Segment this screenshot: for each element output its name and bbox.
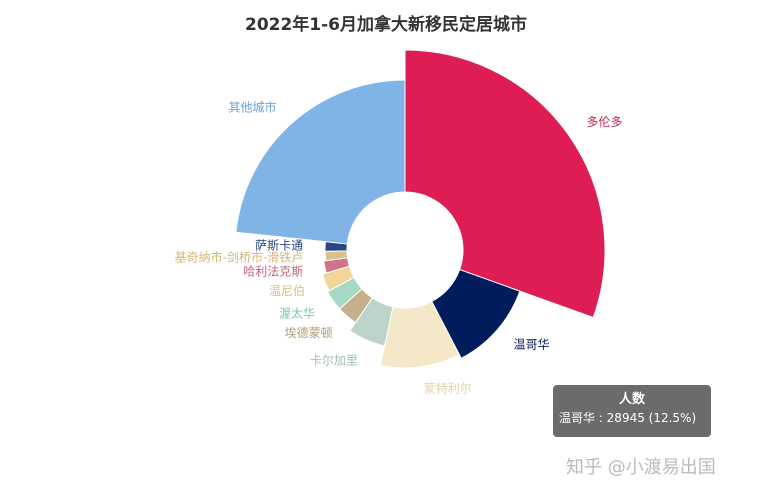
slice-label: 渥太华 [279,305,315,320]
slice-label: 温哥华 [513,338,549,352]
pie-slice[interactable] [235,79,406,245]
watermark: 知乎 @小渡易出国 [566,457,716,478]
slice-label: 温尼伯 [269,283,305,298]
slice-label: 多伦多 [587,114,623,129]
tooltip: 人数 温哥华 : 28945 (12.5%) [553,385,711,437]
pie-slice[interactable] [404,49,606,319]
tooltip-body: 温哥华 : 28945 (12.5%) [559,411,697,425]
pie-slice[interactable] [379,300,461,369]
slice-label: 基奇纳市-剑桥市-滑铁卢 [175,250,304,265]
slice-label: 其他城市 [229,99,277,114]
slice-label: 埃德蒙顿 [285,325,333,340]
pie-slices [235,49,606,369]
slice-label: 萨斯卡通 [255,238,303,252]
pie-slice[interactable] [431,268,521,359]
slice-label: 卡尔加里 [310,352,358,367]
slice-label: 哈利法克斯 [243,265,303,279]
slice-label: 蒙特利尔 [424,381,472,396]
tooltip-title: 人数 [618,392,645,407]
chart-title: 2022年1-6月加拿大新移民定居城市 [244,15,528,35]
